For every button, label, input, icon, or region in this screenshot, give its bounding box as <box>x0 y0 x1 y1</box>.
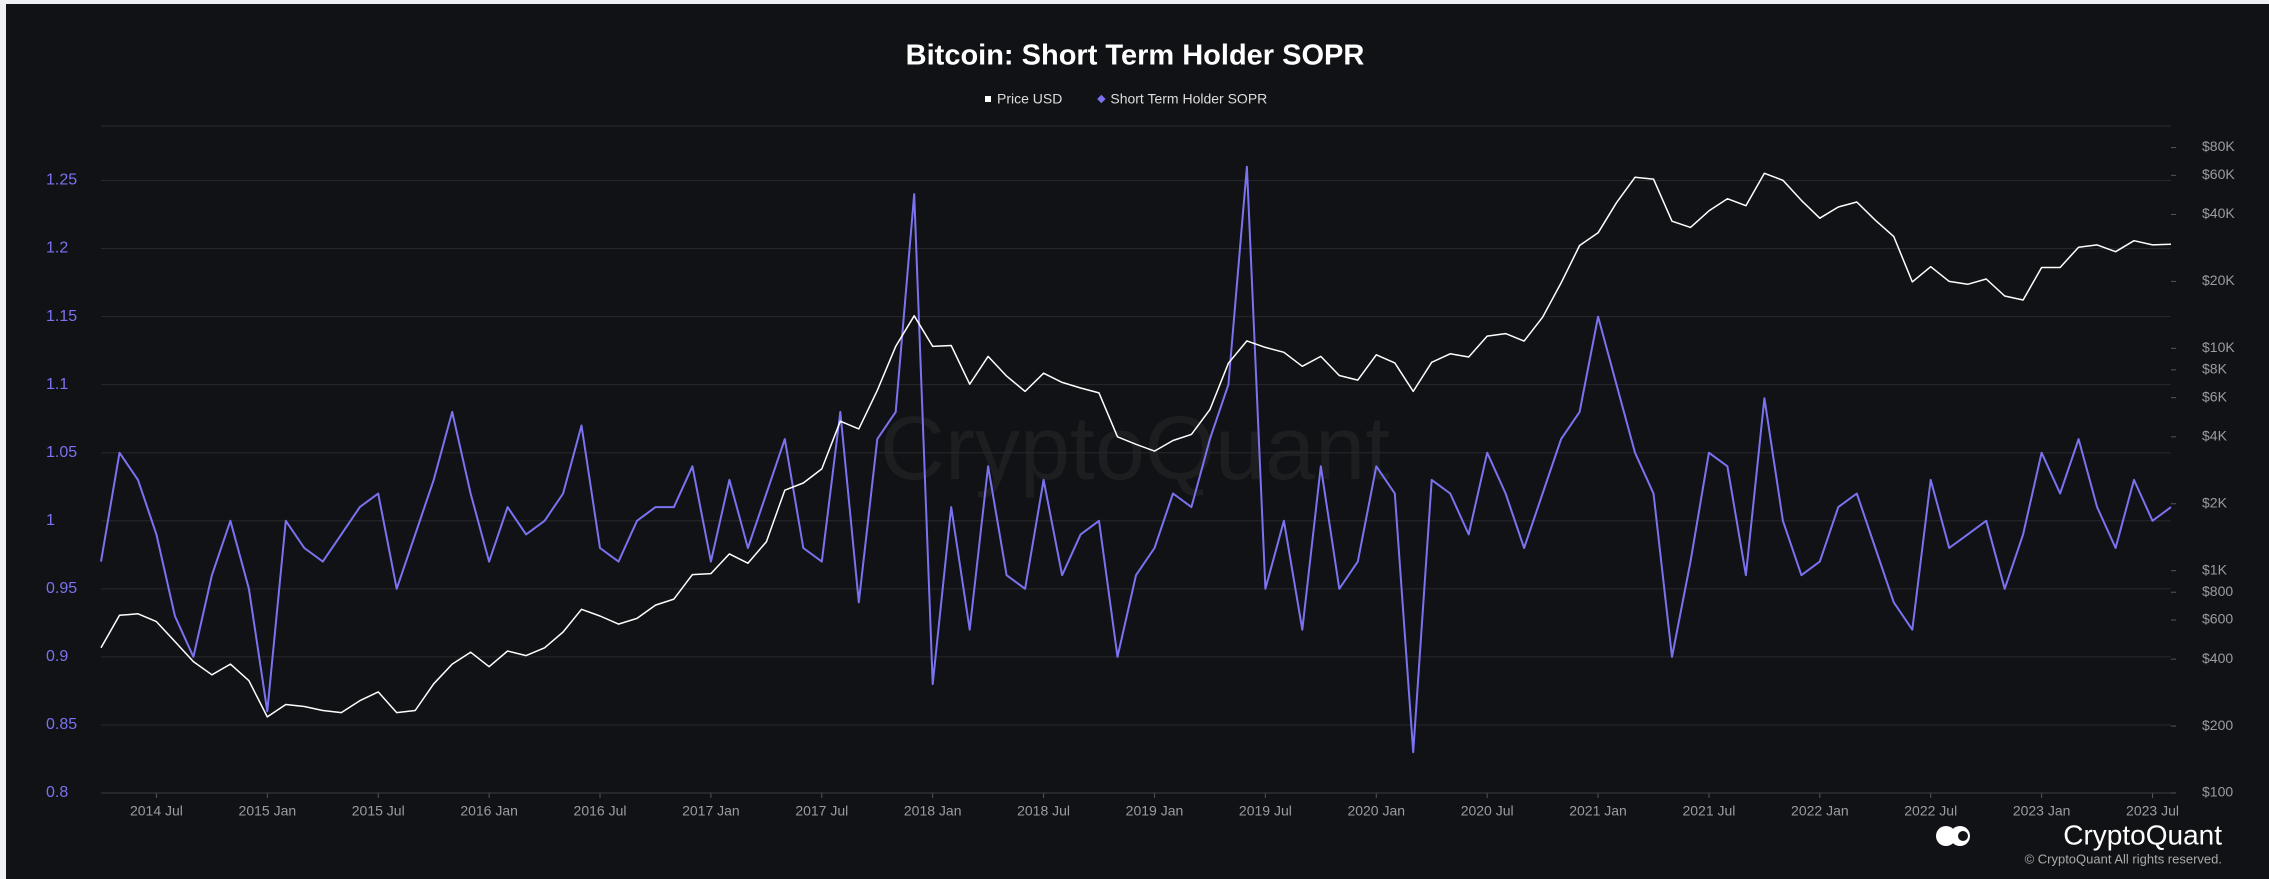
x-tick-label: 2023 Jan <box>2013 803 2071 819</box>
x-tick-label: 2020 Jul <box>1461 803 1514 819</box>
y-tick-label: 0.9 <box>46 648 68 665</box>
x-tick-label: 2017 Jul <box>795 803 848 819</box>
y-tick-label: 1.15 <box>46 308 77 325</box>
y-tick-label: 1.25 <box>46 172 77 189</box>
x-tick-label: 2019 Jan <box>1126 803 1184 819</box>
x-tick-label: 2017 Jan <box>682 803 740 819</box>
y-tick-label: 1.05 <box>46 444 77 461</box>
series-line <box>100 172 2172 718</box>
y-tick-label: 0.8 <box>46 784 68 801</box>
copyright: © CryptoQuant All rights reserved. <box>2025 851 2222 866</box>
x-tick-label: 2020 Jan <box>1347 803 1405 819</box>
y2-tick-label: $1K <box>2202 561 2228 577</box>
y2-tick-label: $6K <box>2202 388 2228 404</box>
x-tick-label: 2021 Jul <box>1682 803 1735 819</box>
legend-label: Price USD <box>997 91 1062 107</box>
chart-title: Bitcoin: Short Term Holder SOPR <box>906 40 1365 72</box>
legend-label: Short Term Holder SOPR <box>1110 91 1267 107</box>
y2-tick-label: $200 <box>2202 717 2233 733</box>
y-tick-label: 1.1 <box>46 376 68 393</box>
watermark: CryptoQuant <box>880 399 1390 499</box>
x-tick-label: 2022 Jan <box>1791 803 1849 819</box>
y-tick-label: 1 <box>46 512 55 529</box>
y2-tick-label: $800 <box>2202 583 2233 599</box>
y2-tick-label: $8K <box>2202 361 2228 377</box>
legend-swatch <box>985 96 991 102</box>
logo-icon <box>1958 831 1968 841</box>
x-tick-label: 2015 Jan <box>239 803 297 819</box>
x-tick-label: 2018 Jul <box>1017 803 1070 819</box>
background <box>6 4 2269 879</box>
y2-tick-label: $100 <box>2202 784 2233 800</box>
x-tick-label: 2015 Jul <box>352 803 405 819</box>
y2-tick-label: $40K <box>2202 205 2235 221</box>
x-tick-label: 2014 Jul <box>130 803 183 819</box>
x-tick-label: 2016 Jan <box>460 803 518 819</box>
logo-icon <box>1936 826 1956 846</box>
y2-tick-label: $20K <box>2202 272 2235 288</box>
x-tick-label: 2023 Jul <box>2126 803 2179 819</box>
x-tick-label: 2021 Jan <box>1569 803 1627 819</box>
brand: CryptoQuant <box>2063 819 2222 850</box>
y2-tick-label: $2K <box>2202 494 2228 510</box>
x-tick-label: 2019 Jul <box>1239 803 1292 819</box>
y2-tick-label: $4K <box>2202 428 2228 444</box>
series-line <box>100 165 2172 754</box>
y2-tick-label: $600 <box>2202 611 2233 627</box>
x-tick-label: 2016 Jul <box>574 803 627 819</box>
y2-tick-label: $60K <box>2202 166 2235 182</box>
x-tick-label: 2022 Jul <box>1904 803 1957 819</box>
y-tick-label: 0.85 <box>46 716 77 733</box>
x-tick-label: 2018 Jan <box>904 803 962 819</box>
y2-tick-label: $80K <box>2202 138 2235 154</box>
y2-tick-label: $400 <box>2202 650 2233 666</box>
logo <box>1936 826 1970 846</box>
y-tick-label: 0.95 <box>46 580 77 597</box>
y-tick-label: 1.2 <box>46 240 68 257</box>
y2-tick-label: $10K <box>2202 339 2235 355</box>
